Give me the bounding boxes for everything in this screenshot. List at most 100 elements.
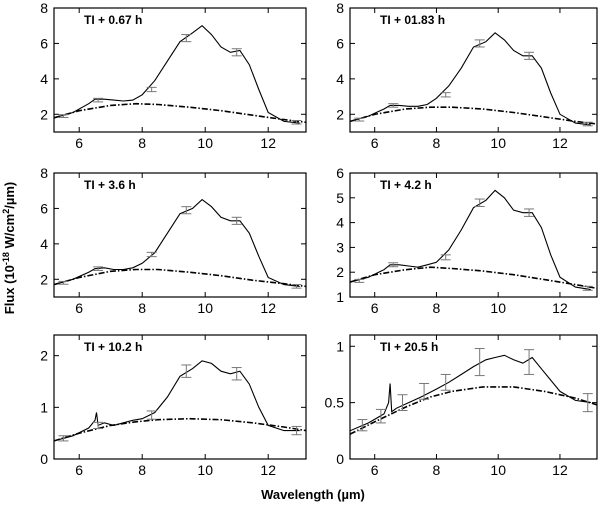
- x-tick-label: 8: [433, 462, 441, 478]
- error-bar: [388, 262, 399, 268]
- y-tick-label: 6: [336, 165, 344, 181]
- plot-frame: [53, 7, 307, 133]
- x-tick-label: 10: [490, 462, 506, 478]
- y-tick-label: 3: [336, 239, 344, 255]
- x-tick-label: 6: [75, 135, 83, 151]
- error-bar: [231, 367, 242, 381]
- error-bar: [524, 51, 535, 60]
- plot-frame: [349, 172, 598, 298]
- x-tick-label: 10: [490, 135, 506, 151]
- x-tick-label: 10: [490, 300, 506, 316]
- panel-2: 6 8 10 12 2 4 6 8 TI + 01.83 h: [336, 0, 598, 151]
- plot-frame: [53, 172, 307, 298]
- panel-3: 6 8 10 12 2 4 6 8 TI + 3.6 h: [40, 165, 307, 316]
- continuum-line: [350, 106, 597, 125]
- error-bar: [354, 117, 365, 122]
- x-tick-label: 6: [75, 300, 83, 316]
- y-tick-label: 2: [336, 264, 344, 280]
- x-tick-label: 6: [75, 462, 83, 478]
- x-tick-label: 8: [138, 135, 146, 151]
- error-bar: [582, 393, 593, 413]
- error-bar: [93, 97, 104, 103]
- error-bar: [397, 394, 408, 412]
- y-tick-label: 2: [40, 348, 48, 364]
- x-axis-title: Wavelength (µm): [261, 487, 365, 502]
- y-tick-label: 4: [40, 71, 48, 87]
- error-bar: [146, 410, 157, 420]
- x-tick-label: 6: [371, 300, 379, 316]
- y-tick-label: 4: [40, 236, 48, 252]
- error-bar: [354, 278, 365, 283]
- error-bar: [357, 419, 368, 432]
- x-tick-label: 10: [197, 300, 213, 316]
- y-axis-title-exp1: -18: [1, 252, 11, 265]
- x-tick-label: 12: [552, 462, 568, 478]
- y-tick-label: 6: [40, 35, 48, 51]
- y-axis-title-exp2: 2: [1, 209, 11, 214]
- spectrum-line: [350, 354, 591, 432]
- x-tick-label: 6: [371, 135, 379, 151]
- error-bar: [440, 373, 451, 391]
- panel-label: TI + 10.2 h: [84, 340, 142, 354]
- y-axis-title: Flux (10-18 W/cm2/µm): [1, 182, 17, 314]
- panel-label: TI + 4.2 h: [380, 178, 432, 192]
- error-bar: [524, 349, 535, 375]
- error-bar: [146, 86, 157, 93]
- y-axis-title-mid: W/cm: [2, 214, 17, 252]
- error-bar: [181, 34, 192, 43]
- y-tick-label: 2: [336, 106, 344, 122]
- spectrum-line: [350, 189, 591, 291]
- error-bar: [474, 348, 485, 377]
- y-tick-label: 6: [336, 35, 344, 51]
- y-tick-label: 8: [40, 165, 48, 181]
- spectrum-line: [54, 360, 300, 442]
- error-bar: [388, 103, 399, 108]
- error-bar: [93, 266, 104, 271]
- x-tick-label: 10: [197, 135, 213, 151]
- spectrum-line: [350, 32, 591, 126]
- plot-frame: [349, 7, 598, 133]
- y-tick-label: 2: [40, 106, 48, 122]
- x-tick-label: 10: [197, 462, 213, 478]
- panel-label: TI + 0.67 h: [84, 13, 142, 27]
- panel-label: TI + 3.6 h: [84, 178, 136, 192]
- panel-6: 6 8 10 12 0 0.5 1 TI + 20.5 h: [325, 334, 598, 478]
- y-tick-label: 4: [336, 71, 344, 87]
- error-bar: [181, 206, 192, 215]
- error-bar: [524, 208, 535, 217]
- y-tick-label: 8: [40, 0, 48, 16]
- x-tick-label: 12: [552, 135, 568, 151]
- plot-frame: [349, 334, 598, 460]
- y-tick-label: 1: [336, 289, 344, 305]
- error-bar: [440, 254, 451, 261]
- y-tick-label: 1: [40, 399, 48, 415]
- x-tick-label: 12: [552, 300, 568, 316]
- error-bar: [474, 39, 485, 48]
- x-tick-label: 8: [433, 300, 441, 316]
- error-bar: [58, 114, 69, 118]
- error-bar: [291, 119, 302, 125]
- y-tick-label: 2: [40, 271, 48, 287]
- error-bar: [58, 280, 69, 285]
- x-tick-label: 8: [138, 300, 146, 316]
- panel-label: TI + 01.83 h: [380, 13, 445, 27]
- error-bar: [291, 284, 302, 289]
- error-bar: [440, 92, 451, 98]
- spectrum-line: [54, 24, 300, 124]
- error-bar: [291, 425, 302, 436]
- panel-label: TI + 20.5 h: [380, 340, 438, 354]
- x-tick-label: 12: [260, 300, 276, 316]
- panel-1: 6 8 10 12 2 4 6 8 TI + 0.67 h: [40, 0, 307, 151]
- error-bar: [474, 198, 485, 207]
- x-tick-label: 6: [371, 462, 379, 478]
- error-bar: [231, 48, 242, 57]
- error-bar: [181, 364, 192, 378]
- y-tick-label: 5: [336, 190, 344, 206]
- continuum-line: [350, 386, 597, 435]
- x-tick-label: 8: [138, 462, 146, 478]
- y-axis-title-end: /µm): [2, 182, 17, 209]
- y-tick-label: 0.5: [325, 395, 345, 411]
